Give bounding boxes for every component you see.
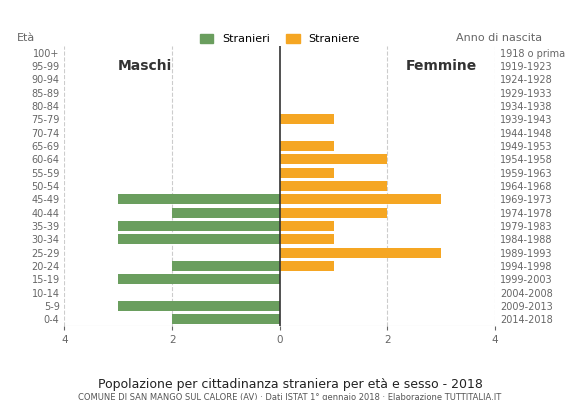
- Text: COMUNE DI SAN MANGO SUL CALORE (AV) · Dati ISTAT 1° gennaio 2018 · Elaborazione : COMUNE DI SAN MANGO SUL CALORE (AV) · Da…: [78, 393, 502, 400]
- Bar: [118, 194, 280, 204]
- Bar: [280, 154, 387, 164]
- Text: Maschi: Maschi: [118, 59, 172, 73]
- Bar: [118, 301, 280, 311]
- Bar: [280, 248, 441, 258]
- Bar: [280, 168, 334, 178]
- Bar: [280, 141, 334, 151]
- Text: Età: Età: [17, 33, 35, 43]
- Bar: [280, 114, 334, 124]
- Text: Femmine: Femmine: [405, 59, 477, 73]
- Bar: [280, 261, 334, 271]
- Bar: [280, 181, 387, 191]
- Legend: Stranieri, Straniere: Stranieri, Straniere: [195, 29, 364, 48]
- Bar: [118, 274, 280, 284]
- Text: Anno di nascita: Anno di nascita: [456, 33, 542, 43]
- Bar: [280, 234, 334, 244]
- Bar: [172, 314, 280, 324]
- Bar: [118, 221, 280, 231]
- Bar: [172, 208, 280, 218]
- Bar: [172, 261, 280, 271]
- Bar: [280, 221, 334, 231]
- Bar: [118, 234, 280, 244]
- Bar: [280, 194, 441, 204]
- Text: Popolazione per cittadinanza straniera per età e sesso - 2018: Popolazione per cittadinanza straniera p…: [97, 378, 483, 391]
- Bar: [280, 208, 387, 218]
